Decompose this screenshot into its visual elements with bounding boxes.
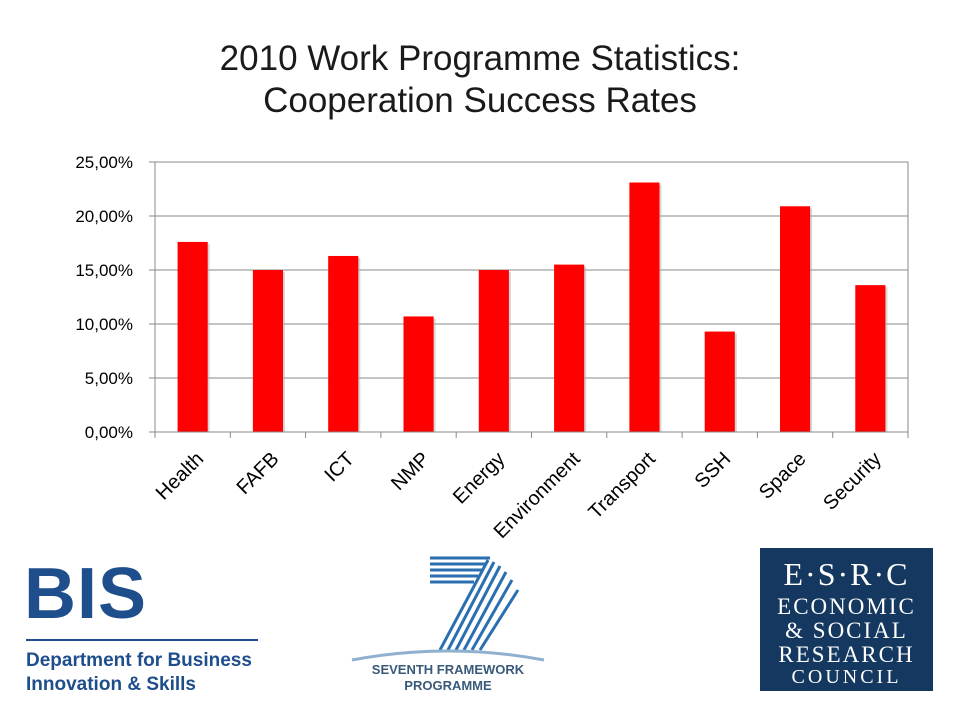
y-tick-label: 0,00% bbox=[85, 423, 133, 442]
esrc-logo-line-4: RESEARCH bbox=[778, 642, 915, 667]
fp7-logo-line-1: SEVENTH FRAMEWORK bbox=[371, 662, 525, 677]
x-tick-label: Transport bbox=[584, 448, 660, 524]
y-axis-tick-labels: 0,00% 5,00% 10,00% 15,00% 20,00% 25,00% bbox=[75, 153, 133, 442]
bis-logo-rule bbox=[26, 639, 258, 641]
chart-title: 2010 Work Programme Statistics: Cooperat… bbox=[0, 38, 960, 122]
bar-chart: 0,00% 5,00% 10,00% 15,00% 20,00% 25,00% Healt… bbox=[75, 153, 909, 543]
bar bbox=[328, 255, 359, 432]
y-tick-label: 20,00% bbox=[75, 207, 133, 226]
x-tick-label: Security bbox=[819, 448, 886, 515]
bis-logo-line-1: Department for Business bbox=[26, 650, 252, 671]
x-axis bbox=[154, 162, 909, 438]
x-tick-label: Health bbox=[152, 448, 208, 504]
esrc-logo-line-2: ECONOMIC bbox=[777, 594, 916, 619]
esrc-logo: E·S·R·C ECONOMIC & SOCIAL RESEARCH COUNC… bbox=[760, 548, 933, 691]
bis-logo-letters: BIS bbox=[24, 554, 148, 634]
bar bbox=[252, 270, 284, 432]
bis-logo-line-2: Innovation & Skills bbox=[26, 674, 196, 695]
bar bbox=[779, 206, 811, 432]
x-tick-label: Space bbox=[755, 448, 811, 504]
fp7-logo: SEVENTH FRAMEWORK PROGRAMME bbox=[348, 550, 548, 695]
bar bbox=[403, 316, 434, 432]
bar bbox=[629, 182, 660, 432]
bar bbox=[177, 241, 208, 432]
y-tick-label: 15,00% bbox=[75, 261, 133, 280]
x-tick-label: ICT bbox=[320, 448, 358, 486]
chart-title-line-1: 2010 Work Programme Statistics: bbox=[219, 39, 741, 78]
esrc-logo-line-5: COUNCIL bbox=[791, 666, 902, 688]
x-tick-label: SSH bbox=[691, 448, 736, 493]
x-tick-label: NMP bbox=[387, 448, 434, 495]
esrc-logo-line-3: & SOCIAL bbox=[785, 618, 908, 643]
y-tick-label: 10,00% bbox=[75, 315, 133, 334]
fp7-logo-line-2: PROGRAMME bbox=[404, 678, 492, 693]
y-tick-label: 5,00% bbox=[85, 369, 133, 388]
esrc-logo-line-1: E·S·R·C bbox=[783, 556, 910, 592]
x-tick-label: FAFB bbox=[233, 448, 284, 499]
x-tick-label: Energy bbox=[449, 448, 509, 508]
bar bbox=[704, 331, 735, 432]
bar bbox=[554, 264, 585, 432]
bar bbox=[478, 270, 509, 432]
bars bbox=[177, 182, 888, 432]
y-tick-label: 25,00% bbox=[75, 153, 133, 172]
bis-logo: BIS Department for Business Innovation &… bbox=[24, 554, 274, 700]
bar bbox=[855, 285, 886, 432]
fp7-seven-emblem bbox=[351, 556, 545, 662]
chart-title-line-2: Cooperation Success Rates bbox=[263, 81, 697, 120]
